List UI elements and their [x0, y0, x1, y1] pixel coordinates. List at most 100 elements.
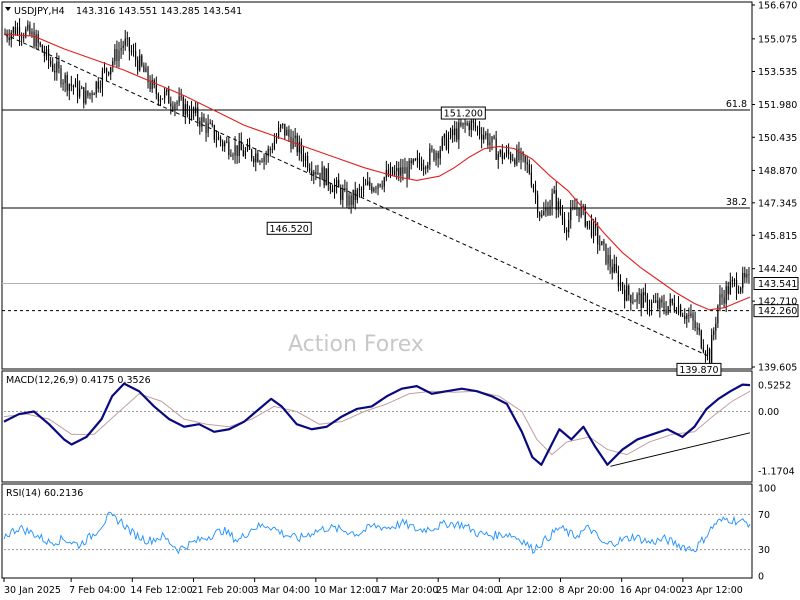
candle-body [31, 31, 33, 35]
candle-body [309, 168, 311, 171]
candle-body [605, 243, 607, 264]
candle-body [630, 295, 632, 303]
candle-body [485, 133, 487, 136]
candle-body [373, 188, 375, 192]
candle-body [431, 148, 433, 150]
candle-body [493, 136, 495, 139]
candle-body [186, 104, 188, 115]
candle-body [99, 87, 101, 89]
candle-body [338, 179, 340, 188]
candle-body [290, 136, 292, 149]
candle-body [306, 155, 309, 169]
macd-series: 0.5252 0.00 -1.1704 [3, 380, 795, 477]
candle-body [578, 207, 580, 217]
candle-body [329, 185, 331, 190]
candle-body [76, 80, 79, 97]
swing-point-box [676, 362, 722, 376]
candle-body [292, 138, 294, 149]
candle-body [340, 187, 342, 200]
candle-body [389, 167, 392, 176]
candle-body [33, 31, 35, 47]
candle-body [333, 185, 336, 193]
macd-axis-label: 0.5252 [758, 380, 791, 391]
candle-body [311, 170, 313, 176]
candle-body [669, 298, 671, 307]
candle-body [230, 155, 232, 157]
candle-body [501, 150, 503, 159]
candle-body [83, 87, 85, 104]
candle-body [253, 158, 255, 163]
candle-body [696, 327, 698, 329]
candle-body [315, 172, 317, 175]
candle-body [319, 172, 321, 180]
candle-body [723, 297, 725, 304]
candle-body [532, 185, 535, 190]
candle-body [514, 159, 516, 165]
candle-body [91, 93, 93, 96]
candle-body [398, 167, 400, 176]
candle-body [228, 141, 230, 156]
candle-body [715, 323, 717, 331]
candle-body [130, 51, 133, 52]
candle-body [344, 188, 346, 191]
candle-body [286, 129, 288, 136]
candle-body [588, 220, 591, 222]
candle-body [215, 139, 218, 141]
candle-body [590, 220, 593, 237]
candle-body [454, 128, 456, 136]
candle-body [505, 149, 508, 156]
rsi-axis-label: 100 [758, 484, 776, 495]
candle-body [108, 72, 110, 75]
candle-body [628, 285, 630, 296]
candle-body [452, 129, 454, 136]
candle-body [170, 103, 172, 107]
candle-body [354, 189, 356, 201]
candle-body [87, 90, 89, 96]
candle-body [12, 27, 14, 33]
candle-body [545, 207, 547, 212]
candle-body [584, 206, 586, 227]
candle-body [400, 167, 402, 176]
candle-body [632, 301, 634, 303]
candle-body [116, 49, 118, 61]
candle-body [733, 279, 736, 281]
candle-body [636, 294, 638, 302]
candle-body [534, 189, 537, 195]
candle-body [263, 156, 265, 162]
candle-body [54, 70, 56, 73]
candle-body [503, 155, 506, 159]
candle-body [599, 244, 601, 246]
candle-body [122, 45, 124, 49]
candle-body [611, 266, 613, 273]
rsi-panel-title: RSI(14) 60.2136 [6, 488, 83, 499]
candle-body [137, 59, 139, 71]
macd-panel-title: MACD(12,26,9) 0.4175 0.3526 [6, 375, 151, 386]
candle-body [748, 273, 750, 275]
candle-body [518, 148, 520, 160]
candle-body [449, 129, 452, 138]
candle-body [219, 136, 222, 142]
candle-body [406, 167, 408, 179]
candle-body [180, 96, 182, 98]
candle-body [39, 42, 41, 46]
last-price-tag-box [753, 277, 799, 291]
candle-body [462, 122, 464, 126]
time-axis-label: 1 Apr 12:00 [497, 585, 553, 596]
candle-body [653, 301, 655, 303]
price-axis-label: 147.345 [758, 198, 797, 209]
chart-header: USDJPY,H4 143.316 143.551 143.285 143.54… [5, 6, 242, 17]
candle-body [348, 195, 350, 206]
candle-body [85, 90, 87, 104]
candle-body [470, 120, 472, 131]
candle-body [702, 347, 704, 353]
candle-body [487, 133, 489, 146]
candle-body [362, 184, 365, 191]
candle-body [582, 206, 584, 207]
candle-body [460, 122, 462, 126]
price-axis-label: 156.670 [758, 1, 797, 12]
candle-body [375, 188, 377, 190]
candle-body [327, 168, 329, 186]
candle-body [601, 241, 603, 246]
candle-body [499, 150, 501, 154]
dropdown-triangle-icon[interactable] [5, 7, 11, 11]
